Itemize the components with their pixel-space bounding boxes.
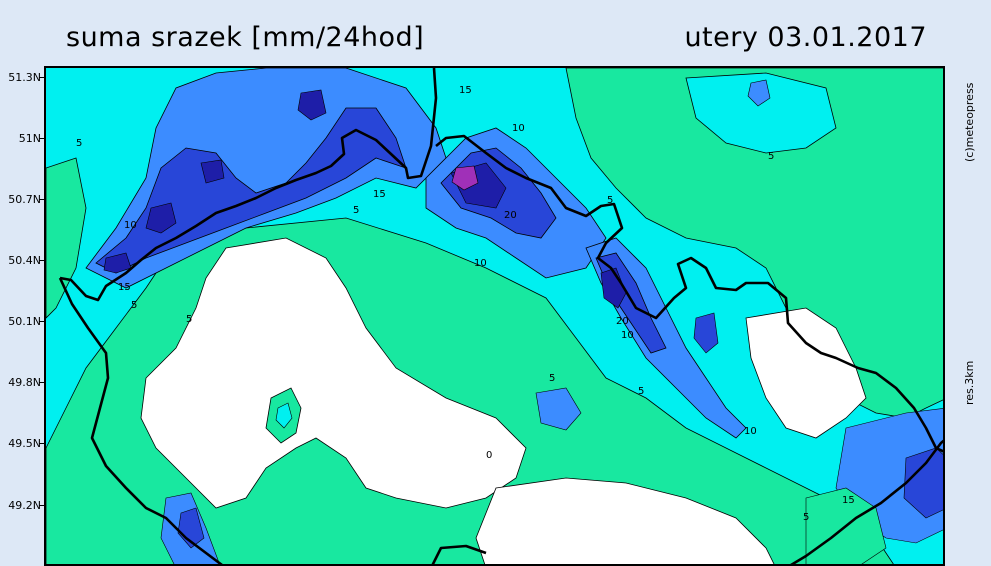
precipitation-map: 5 5 5 5 5 5 5 5 5 10 10 10 10 10 15 15 1…	[44, 66, 945, 566]
extreme-cell	[297, 89, 327, 121]
dark-blue-band	[693, 312, 719, 354]
contour-label: 10	[512, 123, 525, 134]
contour-label: 10	[124, 220, 137, 231]
zero-area	[475, 477, 775, 564]
lat-tick	[39, 382, 44, 383]
map-date: utery 03.01.2017	[684, 22, 927, 53]
lat-tick	[39, 77, 44, 78]
dark-blue-band	[95, 107, 407, 274]
contour-label: 5	[353, 205, 359, 216]
contour-label: 15	[373, 189, 386, 200]
contour-label: 5	[549, 373, 555, 384]
contour-label: 5	[607, 195, 613, 206]
contour-label: 15	[842, 495, 855, 506]
contour-label: 10	[621, 330, 634, 341]
lat-label: 49.2N	[8, 499, 41, 512]
contour-label: 10	[744, 426, 757, 437]
contour-label: 5	[131, 300, 137, 311]
lat-label: 50.1N	[8, 315, 41, 328]
contour-label: 10	[474, 258, 487, 269]
lat-tick	[39, 199, 44, 200]
contour-label: 20	[504, 210, 517, 221]
lat-tick	[39, 138, 44, 139]
copyright-label: (c)meteopress	[963, 82, 976, 162]
country-border	[790, 439, 943, 564]
zero-area	[745, 307, 867, 439]
contour-label: 0	[486, 450, 492, 461]
blue-blob	[535, 387, 582, 431]
lat-tick	[39, 321, 44, 322]
lat-tick	[39, 443, 44, 444]
lat-label: 51.3N	[8, 71, 41, 84]
zero-area	[140, 237, 527, 509]
map-title: suma srazek [mm/24hod]	[66, 22, 425, 53]
cyan-pocket	[275, 402, 293, 429]
lat-label: 50.7N	[8, 193, 41, 206]
green-area	[46, 157, 87, 319]
cyan-spot	[747, 79, 771, 107]
contour-label: 20	[616, 316, 629, 327]
country-border	[58, 277, 223, 564]
contour-label: 15	[118, 282, 131, 293]
map-svg: 5 5 5 5 5 5 5 5 5 10 10 10 10 10 15 15 1…	[46, 68, 943, 564]
extreme-cell	[103, 252, 132, 274]
contour-label: 5	[768, 151, 774, 162]
lat-label: 50.4N	[8, 254, 41, 267]
lat-label: 49.5N	[8, 437, 41, 450]
lat-label: 51N	[18, 132, 41, 145]
country-border	[59, 68, 438, 302]
lat-label: 49.8N	[8, 376, 41, 389]
contour-label: 5	[186, 314, 192, 325]
extreme-cell	[200, 159, 225, 184]
country-border	[435, 134, 943, 453]
contour-label: 5	[76, 138, 82, 149]
cyan-area	[685, 72, 837, 154]
peak-cell	[451, 165, 479, 191]
contour-label: 15	[459, 85, 472, 96]
contour-label: 5	[803, 512, 809, 523]
lat-tick	[39, 505, 44, 506]
extreme-cell	[145, 202, 177, 234]
resolution-label: res.3km	[963, 360, 976, 405]
contour-label: 5	[638, 386, 644, 397]
extreme-cell	[600, 267, 627, 309]
lat-tick	[39, 260, 44, 261]
